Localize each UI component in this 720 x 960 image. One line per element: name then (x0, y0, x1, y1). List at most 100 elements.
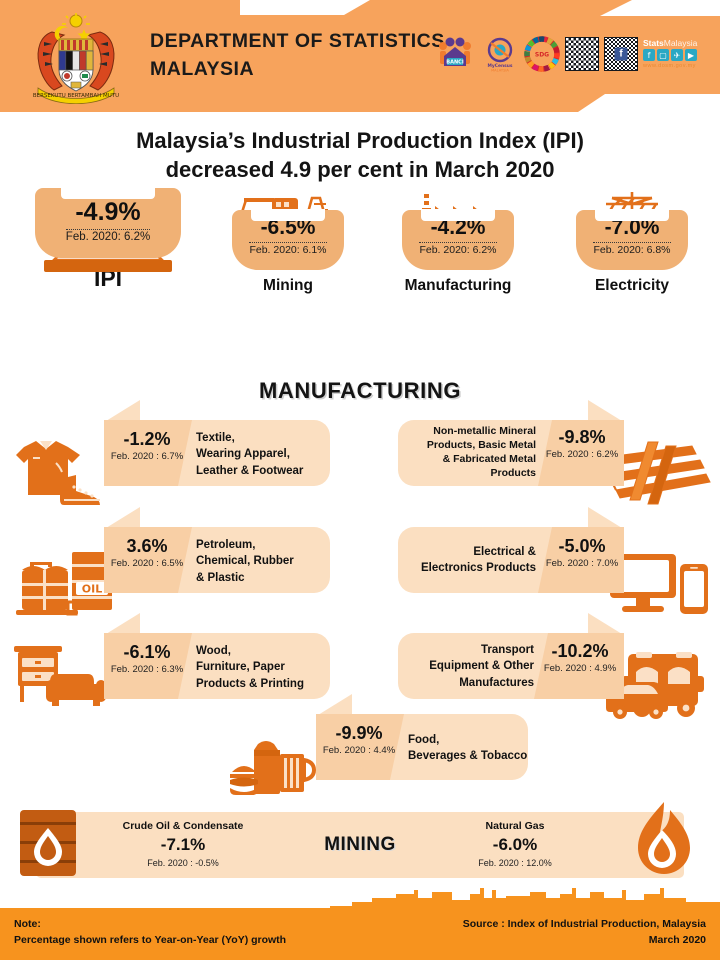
footer-note: Note: Percentage shown refers to Year-on… (14, 917, 286, 949)
indicator-previous: Feb. 2020: 6.8% (593, 242, 671, 256)
label: Petroleum, Chemical, Rubber & Plastic (196, 539, 294, 584)
banner-food: -9.9% Feb. 2020 : 4.4% Food, Beverages &… (316, 694, 528, 780)
banner-value-panel (534, 633, 624, 699)
census-2020-logo: BANCI (439, 37, 471, 66)
indicator-card-mining: -6.5% Feb. 2020: 6.1% Mining (224, 196, 352, 295)
value-group: -10.2% Feb. 2020 : 4.9% (536, 642, 624, 674)
label: Wood, Furniture, Paper Products & Printi… (196, 645, 304, 690)
value: -7.1% (160, 835, 206, 854)
page-title-line1: Malaysia’s Industrial Production Index (… (136, 128, 584, 153)
banner-electrical: -5.0% Feb. 2020 : 7.0% Electrical & Elec… (398, 507, 624, 593)
value: -1.2% (123, 429, 171, 449)
indicator-previous: Feb. 2020: 6.2% (419, 242, 497, 256)
indicator-value-box-mining: -6.5% Feb. 2020: 6.1% (232, 210, 344, 270)
value: -9.8% (558, 427, 606, 447)
label: Natural Gas (485, 820, 545, 832)
indicator-previous: Feb. 2020: 6.1% (249, 242, 327, 256)
previous: Feb. 2020 : 6.2% (545, 448, 619, 460)
label: Non-metallic Mineral Products, Basic Met… (426, 425, 536, 479)
facebook-icon[interactable]: f (643, 49, 655, 62)
banner-value-panel (316, 714, 404, 780)
footer-source: Source : Index of Industrial Production,… (463, 917, 706, 949)
banner-transport: -10.2% Feb. 2020 : 4.9% Transport Equipm… (398, 613, 624, 699)
indicator-card-ipi: -4.9% Feb. 2020: 6.2% IPI (28, 188, 188, 292)
shirt-and-shoe-icon (16, 441, 100, 505)
indicator-caption: Electricity (594, 277, 670, 294)
gas-flame-icon (638, 802, 690, 874)
indicator-value: -4.2% (430, 216, 486, 239)
previous: Feb. 2020 : 6.7% (110, 450, 184, 462)
value: -5.0% (558, 536, 606, 556)
furniture-icon (14, 646, 106, 706)
previous: Feb. 2020 : 6.3% (110, 663, 184, 675)
banner-tail (318, 694, 352, 715)
industrial-skyline-decoration (330, 888, 720, 910)
mining-summary-bar: MINING Crude Oil & Condensate -7.1% Feb.… (36, 812, 684, 878)
org-title-line2: MALAYSIA (150, 57, 255, 80)
value-group: -1.2% Feb. 2020 : 6.7% (104, 430, 190, 462)
label: Crude Oil & Condensate (122, 820, 244, 832)
previous: Feb. 2020 : 12.0% (478, 858, 552, 868)
food-and-beverage-icon (230, 741, 317, 795)
banner-petroleum: 3.6% Feb. 2020 : 6.5% Petroleum, Chemica… (104, 507, 330, 593)
label: Transport Equipment & Other Manufactures (429, 644, 534, 689)
indicator-previous: Feb. 2020: 6.2% (65, 229, 151, 243)
page-title-line2: decreased 4.9 per cent in March 2020 (165, 157, 555, 183)
label: Electrical & Electronics Products (420, 546, 536, 575)
footer-source-line2: March 2020 (648, 933, 706, 946)
svg-text:SDG: SDG (535, 52, 549, 59)
indicator-value-box-ipi: -4.9% Feb. 2020: 6.2% (35, 188, 181, 258)
monitor-and-phone-icon (610, 554, 708, 614)
malaysia-coat-of-arms-icon: BERSEKUTU BERTAMBAH MUTU (33, 13, 119, 104)
banner-value-panel (538, 527, 624, 593)
mining-crude-oil-block: Crude Oil & Condensate -7.1% Feb. 2020 :… (88, 820, 278, 868)
svg-text:OIL: OIL (82, 583, 102, 596)
qr-code-facebook[interactable] (604, 37, 638, 71)
mining-title: MINING (324, 834, 396, 855)
svg-text:BERSEKUTU BERTAMBAH MUTU: BERSEKUTU BERTAMBAH MUTU (33, 93, 119, 99)
oil-drums-icon: OIL (16, 552, 112, 616)
value-group: -9.8% Feb. 2020 : 6.2% (540, 428, 624, 460)
qr-code-website[interactable] (565, 37, 599, 71)
org-title: DEPARTMENT OF STATISTICS MALAYSIA (150, 28, 445, 83)
svg-text:MyCensus: MyCensus (488, 63, 513, 69)
header-notch-left (240, 0, 370, 15)
banner-textile: -1.2% Feb. 2020 : 6.7% Textile, Wearing … (104, 400, 330, 486)
footer-note-text: Percentage shown refers to Year-on-Year … (14, 933, 287, 946)
oil-barrel-icon (20, 810, 76, 876)
footer-source-line1: Source : Index of Industrial Production,… (462, 918, 706, 930)
value-group: -9.9% Feb. 2020 : 4.4% (316, 724, 402, 756)
section-heading-manufacturing: MANUFACTURING (258, 378, 462, 403)
instagram-icon[interactable]: ▢ (657, 49, 669, 62)
banner-value-panel (104, 527, 192, 593)
org-title-line1: DEPARTMENT OF STATISTICS (150, 30, 445, 52)
page-header: BERSEKUTU BERTAMBAH MUTU DEPARTMENT OF S… (0, 0, 720, 112)
indicator-card-manufacturing: -4.2% Feb. 2020: 6.2% Manufacturing (394, 194, 522, 295)
label: Food, Beverages & Tobacco (408, 734, 528, 763)
indicator-card-electricity: -7.0% Feb. 2020: 6.8% Electricity (568, 192, 696, 295)
header-logo-row: BANCI MyCensus MALAYSIA (434, 34, 697, 74)
website-url: www.dosm.gov.my (643, 63, 696, 70)
twitter-icon[interactable]: ✈ (671, 49, 683, 62)
social-icon-row[interactable]: f ▢ ✈ ▶ (643, 49, 697, 62)
svg-text:BANCI: BANCI (446, 60, 464, 66)
previous: Feb. 2020 : -0.5% (147, 858, 219, 868)
sdg-wheel-logo: SDG (524, 36, 560, 72)
banner-value-panel (104, 420, 192, 486)
banner-value-panel (104, 633, 192, 699)
youtube-icon[interactable]: ▶ (685, 49, 697, 62)
value-group: -5.0% Feb. 2020 : 7.0% (540, 537, 624, 569)
banner-wood: -6.1% Feb. 2020 : 6.3% Wood, Furniture, … (104, 613, 330, 699)
value: 3.6% (126, 536, 168, 556)
page-footer: Note: Percentage shown refers to Year-on… (0, 908, 720, 960)
statsmalaysia-logo: StatsMalaysia f ▢ ✈ ▶ www.dosm.gov.my (643, 39, 697, 70)
indicator-value: -6.5% (260, 216, 316, 239)
value: -6.0% (492, 835, 538, 854)
page-title: Malaysia’s Industrial Production Index (… (0, 126, 720, 184)
indicator-value: -7.0% (604, 216, 660, 239)
indicator-value-box-electricity: -7.0% Feb. 2020: 6.8% (576, 210, 688, 270)
indicator-caption: Manufacturing (404, 277, 512, 294)
indicator-caption: Mining (263, 277, 313, 294)
banner-nonmetal: -9.8% Feb. 2020 : 6.2% Non-metallic Mine… (398, 400, 624, 486)
previous: Feb. 2020 : 6.5% (110, 557, 184, 569)
